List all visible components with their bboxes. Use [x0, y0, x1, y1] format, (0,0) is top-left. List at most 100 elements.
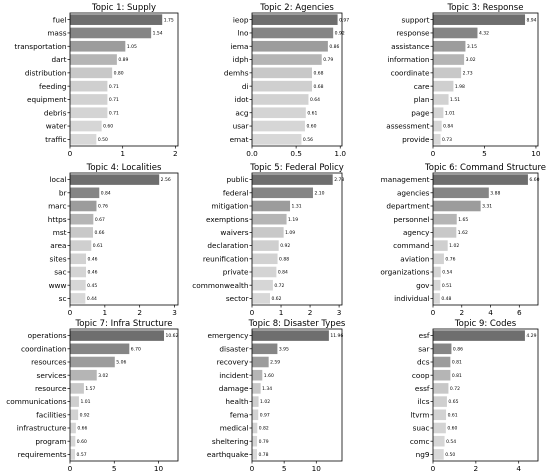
category-label: local: [49, 175, 66, 184]
category-label: ng9: [416, 450, 430, 459]
bar: [252, 67, 312, 79]
x-tick-label: 1.0: [334, 149, 346, 158]
chart-title: Topic 3: Response: [447, 3, 524, 13]
data-label: 0.72: [274, 283, 284, 289]
bar: [70, 330, 165, 341]
chart-panel-6: Topic 6: Command Structure 6.60 management…: [380, 163, 546, 317]
category-label: www: [49, 281, 67, 290]
bar: [252, 383, 261, 394]
chart-panel-9: Topic 9: Codes 4.29 esf 0.86 sar 0.81 dcs 0.81 c…: [410, 319, 539, 473]
category-label: reunification: [203, 254, 249, 263]
x-tick-label: 10: [531, 149, 541, 158]
data-label: 1.60: [264, 373, 274, 379]
bar: [252, 253, 278, 265]
chart-panel-4: Topic 4: Localities 2.56 local 0.84 br 0.76 ma…: [48, 163, 179, 317]
category-label: declaration: [207, 241, 248, 250]
bar: [252, 240, 279, 251]
category-label: ieop: [233, 15, 249, 24]
category-label: sector: [226, 294, 249, 303]
bar: [252, 266, 277, 278]
category-label: damage: [219, 384, 249, 393]
x-tick-label: 10: [154, 464, 164, 473]
bar: [433, 187, 489, 199]
category-label: information: [387, 55, 429, 64]
category-label: sc: [59, 294, 67, 303]
data-label: 8.94: [527, 17, 537, 23]
bar: [252, 396, 259, 407]
data-label: 0.86: [329, 44, 339, 50]
category-label: services: [37, 371, 67, 380]
data-label: 3.15: [467, 44, 477, 50]
chart-panel-1: Topic 1: Supply 1.75 fuel 1.54 mass 1.05 trans…: [14, 3, 179, 158]
chart-title: Topic 4: Localities: [86, 163, 162, 173]
x-tick-label: 1: [120, 149, 125, 158]
data-label: 0.45: [87, 283, 97, 289]
category-label: health: [225, 397, 248, 406]
bar: [70, 435, 76, 447]
bar: [70, 67, 113, 79]
x-tick-label: 5: [112, 464, 117, 473]
category-label: sac: [54, 268, 66, 277]
bar: [433, 435, 445, 447]
data-label: 2.56: [161, 177, 171, 183]
data-label: 2.10: [314, 190, 324, 196]
data-label: 1.34: [262, 386, 272, 392]
bar: [70, 40, 126, 52]
data-label: 6.70: [131, 346, 141, 352]
data-label: 1.01: [80, 399, 90, 405]
data-label: 0.54: [442, 270, 452, 276]
x-tick-label: 2: [308, 308, 313, 317]
category-label: response: [396, 29, 430, 38]
data-label: 0.76: [445, 256, 455, 262]
chart-title: Topic 8: Disaster Types: [248, 319, 346, 329]
bar: [433, 14, 526, 25]
bar: [70, 356, 115, 368]
category-label: program: [35, 437, 66, 446]
category-label: medical: [220, 424, 249, 433]
data-label: 3.02: [466, 57, 476, 63]
data-label: 1.02: [260, 399, 270, 405]
bar: [252, 422, 258, 434]
category-label: individual: [394, 294, 429, 303]
data-label: 2.78: [334, 177, 344, 183]
category-label: requirements: [18, 450, 67, 459]
category-label: assistance: [391, 42, 430, 51]
data-label: 11.96: [330, 333, 343, 339]
bar: [70, 409, 79, 421]
category-label: area: [50, 241, 66, 250]
bar: [70, 107, 108, 119]
data-label: 1.65: [458, 217, 468, 223]
data-label: 0.62: [272, 296, 282, 302]
data-label: 3.02: [98, 373, 108, 379]
category-label: comc: [410, 437, 430, 446]
data-label: 0.84: [278, 270, 288, 276]
bar: [70, 422, 76, 434]
category-label: coordination: [21, 344, 67, 353]
data-label: 0.92: [280, 243, 290, 249]
bar: [70, 343, 130, 355]
category-label: organizations: [380, 268, 429, 277]
bar: [433, 227, 457, 238]
bar: [252, 213, 287, 225]
category-label: idph: [233, 55, 249, 64]
bar: [433, 279, 441, 291]
x-tick-label: 0: [68, 149, 73, 158]
bar: [70, 27, 152, 39]
bar: [252, 187, 313, 199]
bar: [433, 369, 451, 381]
data-label: 0.46: [88, 256, 98, 262]
bar: [70, 213, 94, 225]
data-label: 4.29: [526, 333, 536, 339]
bar: [70, 293, 86, 304]
bar: [433, 67, 462, 79]
x-tick-label: 2: [459, 308, 464, 317]
data-label: 0.44: [87, 296, 97, 302]
data-label: 0.73: [442, 137, 452, 143]
data-label: 4.32: [479, 31, 489, 37]
data-label: 0.82: [259, 426, 269, 432]
bar: [433, 240, 448, 251]
category-label: agency: [403, 228, 430, 237]
bar: [252, 120, 305, 132]
bar: [252, 343, 278, 355]
data-label: 0.66: [94, 230, 104, 236]
